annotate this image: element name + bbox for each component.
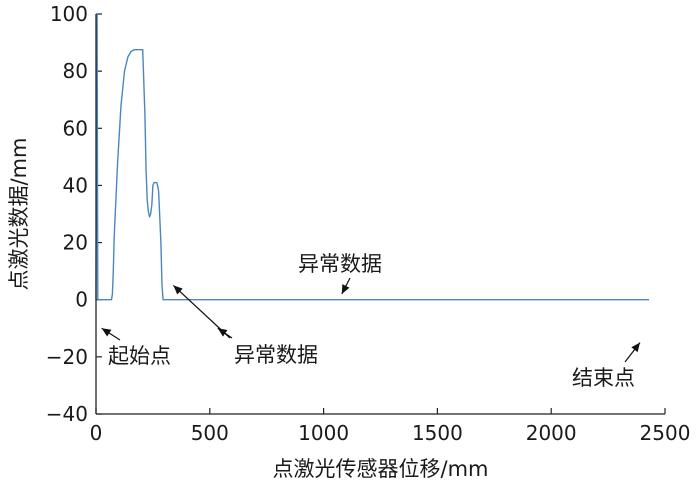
y-tick-label: −40 — [46, 402, 88, 426]
series-line — [95, 13, 650, 301]
y-tick-label: 0 — [75, 288, 88, 312]
y-tick-label: 20 — [63, 231, 88, 255]
arrow-head-icon — [217, 328, 228, 337]
y-tick-label: 60 — [63, 116, 88, 140]
arrow-head-icon — [341, 284, 350, 294]
y-tick-label: 100 — [50, 2, 88, 26]
annotation-label: 结束点 — [572, 366, 635, 390]
x-tick-label: 2500 — [640, 421, 691, 445]
x-tick-label: 2000 — [526, 421, 577, 445]
x-tick-label: 500 — [191, 421, 229, 445]
arrow-head-icon — [101, 328, 112, 337]
x-tick-label: 1500 — [412, 421, 463, 445]
x-axis-title: 点激光传感器位移/mm — [273, 457, 489, 481]
annotation-label: 异常数据 — [234, 343, 318, 367]
arrow-head-icon — [173, 285, 183, 295]
tick-group: 0 500 1000 1500 2000 2500 −40 −20 0 20 40 60 80 100 — [46, 2, 691, 445]
x-tick-label: 1000 — [298, 421, 349, 445]
annotation-label: 异常数据 — [298, 252, 382, 276]
annotation-label: 起始点 — [108, 344, 171, 368]
y-tick-label: 40 — [63, 173, 88, 197]
y-tick-label: −20 — [46, 345, 88, 369]
y-tick-label: 80 — [63, 59, 88, 83]
arrow-head-icon — [631, 342, 640, 353]
x-tick-label: 0 — [90, 421, 103, 445]
y-axis-title: 点激光数据/mm — [7, 138, 31, 291]
